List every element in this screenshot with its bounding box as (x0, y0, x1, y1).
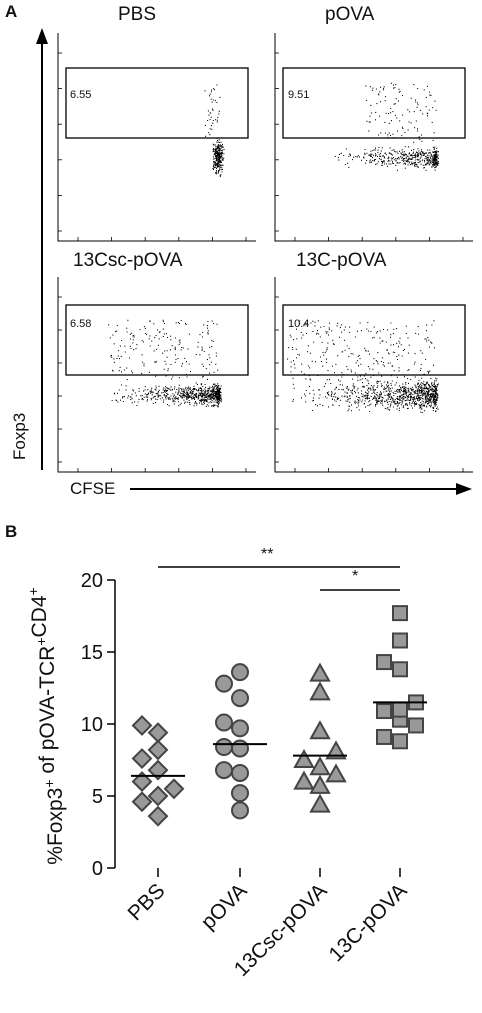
flow-cytometry-panel (36, 28, 473, 495)
gate-value-pova: 9.51 (288, 89, 310, 101)
data-point-circle (215, 713, 233, 732)
data-point-circle (215, 674, 233, 693)
data-point-diamond (147, 739, 169, 761)
data-point-circle (215, 761, 233, 780)
data-point-diamond (147, 722, 169, 744)
x-category-label: pOVA (197, 879, 252, 934)
data-point-square (392, 701, 408, 718)
y-axis-label: %Foxp3+ of pOVA-TCR+CD4+ (25, 587, 67, 864)
data-point-square (392, 733, 408, 750)
event-dots (287, 320, 439, 414)
data-point-triangle (325, 740, 347, 760)
event-dots (108, 319, 223, 408)
flow-plot-frame (57, 277, 256, 473)
gate-rectangle (282, 67, 466, 139)
panel-a-letter: A (5, 2, 18, 21)
gate-rectangle (65, 304, 249, 376)
plot-title-pbs: PBS (118, 4, 157, 25)
event-dots (204, 84, 225, 177)
gate-value-13c-pova: 10.4 (288, 318, 310, 330)
cfse-axis-label: CFSE (70, 479, 116, 498)
data-point-triangle (293, 748, 315, 768)
data-point-square (392, 661, 408, 678)
flow-plot-1 (274, 33, 473, 242)
data-point-diamond (131, 771, 153, 793)
y-tick-label: 15 (81, 642, 103, 664)
data-point-square (392, 605, 408, 622)
sig-double-star: ** (261, 546, 274, 563)
data-point-triangle (309, 681, 331, 701)
y-tick-label: 0 (92, 858, 103, 880)
y-tick-label: 5 (92, 786, 103, 808)
data-point-circle (231, 689, 249, 708)
event-dots (334, 82, 440, 171)
data-point-diamond (147, 759, 169, 781)
data-point-triangle (309, 662, 331, 682)
foxp3-arrowhead-icon (36, 28, 48, 44)
flow-plot-2 (57, 277, 256, 473)
flow-plot-0 (57, 33, 256, 242)
data-point-triangle (309, 756, 331, 776)
data-point-square (376, 728, 392, 745)
data-point-square (376, 703, 392, 720)
data-point-circle (231, 784, 249, 803)
data-point-triangle (309, 720, 331, 740)
data-point-circle (231, 663, 249, 682)
data-point-circle (215, 738, 233, 757)
data-point-square (408, 717, 424, 734)
data-point-diamond (131, 715, 153, 736)
panel-b-letter: B (5, 522, 18, 541)
data-point-diamond (131, 748, 153, 769)
sig-single-star: * (352, 568, 359, 585)
data-point-circle (231, 801, 249, 820)
data-point-diamond (147, 785, 169, 807)
data-point-square (392, 632, 408, 649)
x-category-label: 13C-pOVA (325, 879, 412, 966)
x-category-label: PBS (124, 879, 170, 925)
flow-plot-frame (274, 277, 473, 473)
flow-plot-3 (274, 277, 473, 473)
plot-title-13c-pova: 13C-pOVA (296, 250, 387, 271)
data-point-triangle (325, 763, 347, 783)
data-point-circle (231, 739, 249, 758)
gate-value-13csc-pova: 6.58 (70, 318, 92, 330)
flow-plot-frame (274, 33, 473, 242)
data-point-triangle (309, 774, 331, 794)
y-tick-label: 20 (81, 570, 103, 592)
gate-value-pbs: 6.55 (70, 89, 92, 101)
flow-plot-frame (57, 33, 256, 242)
data-point-square (376, 654, 392, 671)
data-point-diamond (131, 791, 153, 813)
y-tick-label: 10 (81, 714, 103, 736)
plot-title-13csc-pova: 13Csc-pOVA (73, 250, 183, 271)
gate-rectangle (65, 67, 249, 139)
plot-title-pova: pOVA (325, 4, 375, 25)
data-point-triangle (309, 793, 331, 813)
cfse-arrowhead-icon (456, 483, 472, 495)
data-point-diamond (163, 778, 185, 800)
data-point-triangle (293, 770, 315, 790)
data-point-circle (231, 719, 249, 738)
data-point-diamond (147, 805, 169, 827)
data-point-circle (231, 763, 249, 782)
